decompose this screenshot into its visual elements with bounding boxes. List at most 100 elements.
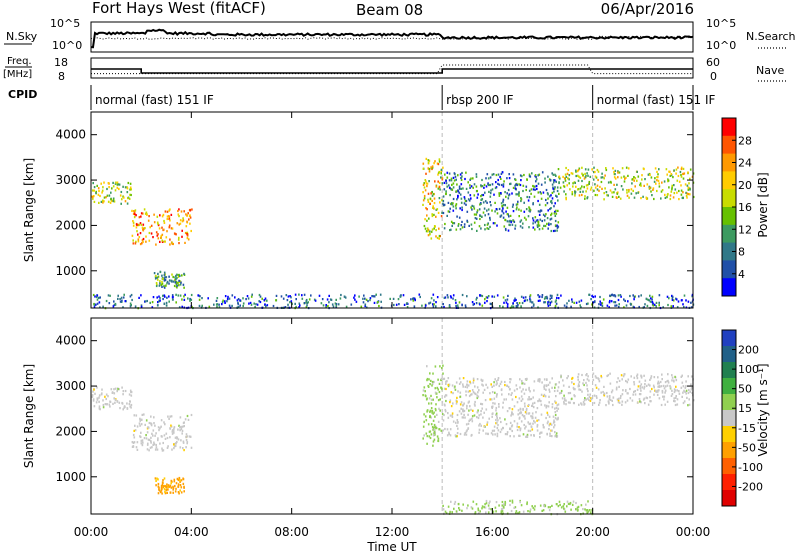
heatmap-cell xyxy=(525,218,527,221)
heatmap-cell xyxy=(429,230,431,233)
heatmap-cell xyxy=(520,295,523,298)
heatmap-cell xyxy=(108,403,111,406)
heatmap-cell xyxy=(483,425,486,428)
heatmap-cell xyxy=(198,298,201,301)
heatmap-cell xyxy=(455,381,458,384)
heatmap-cell xyxy=(100,200,103,203)
heatmap-cell xyxy=(91,395,94,398)
heatmap-cell xyxy=(432,193,435,196)
heatmap-cell xyxy=(457,196,459,199)
heatmap-cell xyxy=(594,175,597,178)
heatmap-cell xyxy=(454,388,457,391)
heatmap-cell xyxy=(540,431,543,434)
heatmap-cell xyxy=(132,212,135,215)
heatmap-cell xyxy=(477,509,480,512)
heatmap-cell xyxy=(507,229,510,232)
heatmap-cell xyxy=(675,297,677,300)
heatmap-cell xyxy=(481,304,484,307)
heatmap-cell xyxy=(231,304,233,307)
heatmap-cell xyxy=(606,304,609,307)
heatmap-cell xyxy=(544,224,547,228)
heatmap-cell xyxy=(97,187,100,190)
heatmap-cell xyxy=(424,390,426,393)
heatmap-cell xyxy=(529,429,532,432)
heatmap-cell xyxy=(153,416,155,419)
y-tick-label: 3000 xyxy=(55,379,86,393)
heatmap-cell xyxy=(123,405,126,408)
heatmap-cell xyxy=(566,500,569,503)
heatmap-cell xyxy=(573,394,575,397)
heatmap-cell xyxy=(516,425,518,428)
heatmap-cell xyxy=(512,186,515,189)
heatmap-cell xyxy=(128,403,131,406)
heatmap-cell xyxy=(639,385,642,388)
heatmap-cell xyxy=(458,377,461,380)
heatmap-cell xyxy=(264,303,266,306)
heatmap-cell xyxy=(681,299,683,302)
heatmap-cell xyxy=(250,295,253,298)
power-colorbar-tick-label: 28 xyxy=(738,134,752,147)
heatmap-cell xyxy=(465,199,468,203)
heatmap-cell xyxy=(470,506,473,509)
heatmap-cell xyxy=(608,401,610,404)
heatmap-cell xyxy=(509,435,511,438)
heatmap-cell xyxy=(657,376,659,379)
heatmap-cell xyxy=(495,422,497,425)
heatmap-cell xyxy=(430,297,433,300)
heatmap-cell xyxy=(491,183,494,186)
heatmap-cell xyxy=(571,298,573,301)
heatmap-cell xyxy=(576,506,579,509)
heatmap-cell xyxy=(179,274,181,277)
heatmap-cell xyxy=(687,188,690,191)
heatmap-cell xyxy=(477,391,479,394)
heatmap-cell xyxy=(133,429,135,432)
heatmap-cell xyxy=(101,191,103,194)
heatmap-cell xyxy=(375,293,377,296)
heatmap-cell xyxy=(535,411,537,414)
heatmap-cell xyxy=(109,400,112,403)
heatmap-cell xyxy=(553,421,556,424)
heatmap-cell xyxy=(636,388,639,391)
heatmap-cell xyxy=(495,173,498,177)
heatmap-cell xyxy=(287,295,290,298)
heatmap-cell xyxy=(618,195,620,198)
heatmap-cell xyxy=(548,401,550,404)
heatmap-cell xyxy=(669,194,672,197)
heatmap-cell xyxy=(505,423,508,426)
heatmap-cell xyxy=(656,179,658,182)
heatmap-cell xyxy=(427,167,430,170)
heatmap-cell xyxy=(162,277,164,280)
heatmap-cell xyxy=(164,492,167,495)
heatmap-cell xyxy=(156,283,158,286)
heatmap-cell xyxy=(463,225,466,228)
heatmap-cell xyxy=(434,180,436,183)
heatmap-cell xyxy=(93,200,96,203)
heatmap-cell xyxy=(519,378,521,381)
heatmap-cell xyxy=(573,301,575,304)
heatmap-cell xyxy=(588,509,591,512)
heatmap-cell xyxy=(577,179,580,182)
heatmap-cell xyxy=(509,499,511,502)
heatmap-cell xyxy=(152,296,155,299)
heatmap-cell xyxy=(448,305,451,308)
heatmap-cell xyxy=(464,197,466,200)
heatmap-cell xyxy=(675,385,677,388)
heatmap-cell xyxy=(531,301,534,304)
heatmap-cell xyxy=(463,223,466,226)
heatmap-cell xyxy=(472,205,475,208)
heatmap-cell xyxy=(603,394,606,397)
heatmap-cell xyxy=(662,384,665,387)
heatmap-cell xyxy=(517,413,519,416)
heatmap-cell xyxy=(586,373,588,376)
heatmap-cell xyxy=(431,411,433,414)
heatmap-cell xyxy=(520,399,523,402)
heatmap-cell xyxy=(146,299,148,303)
heatmap-cell xyxy=(552,187,555,190)
heatmap-cell xyxy=(620,394,622,398)
heatmap-cell xyxy=(617,176,619,179)
heatmap-cell xyxy=(160,425,162,428)
heatmap-cell xyxy=(620,176,623,179)
heatmap-cell xyxy=(573,382,575,386)
heatmap-cell xyxy=(207,297,209,300)
